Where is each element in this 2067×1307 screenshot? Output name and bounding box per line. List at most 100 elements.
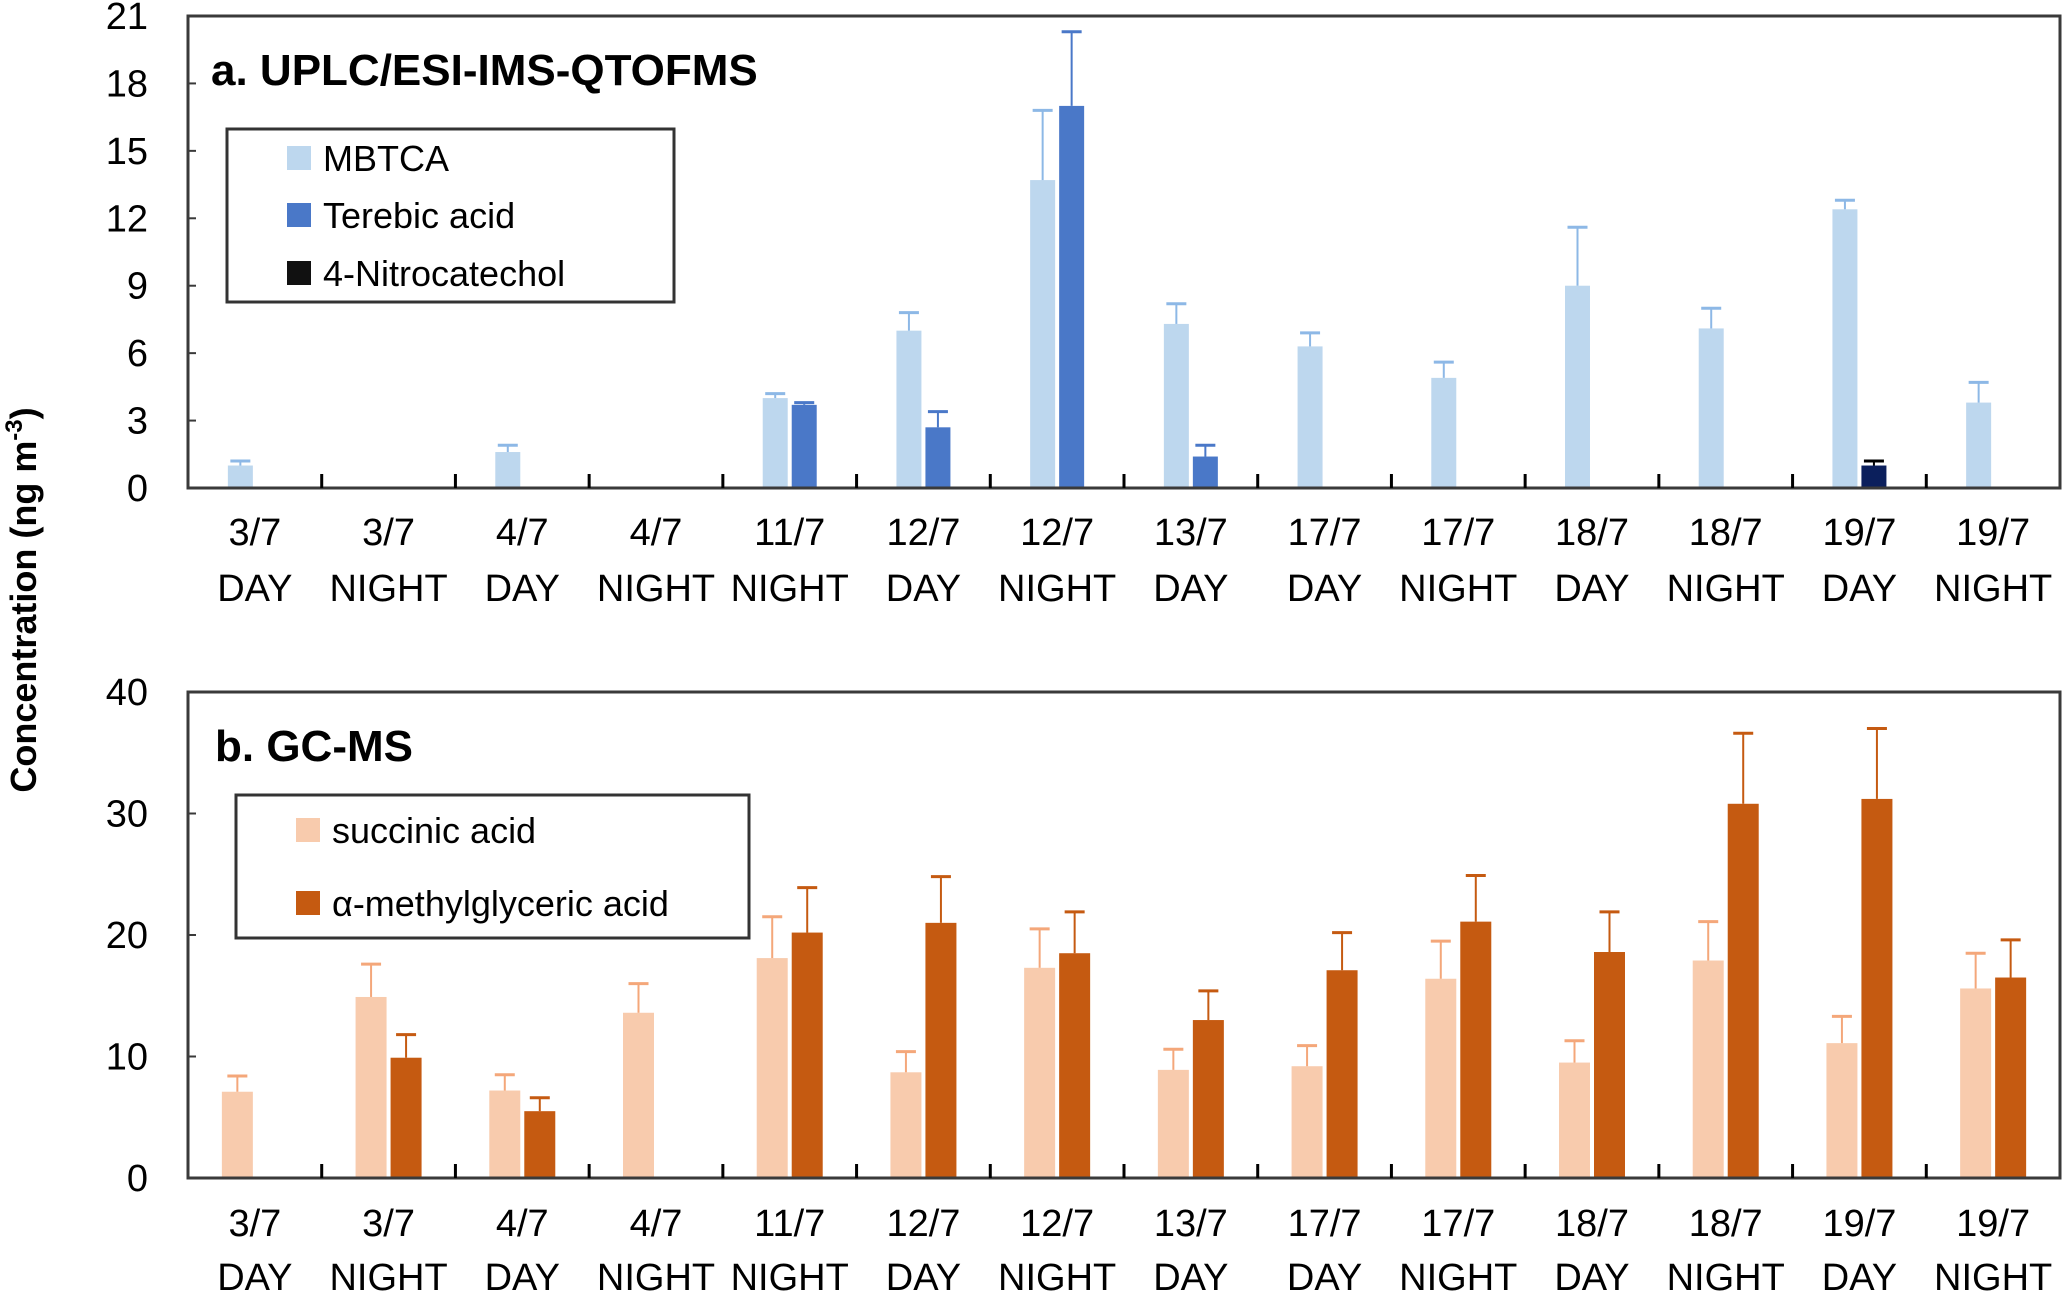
x-tick-label-period: DAY — [1153, 1257, 1228, 1299]
legend-label: Terebic acid — [323, 195, 515, 236]
x-tick-label-period: NIGHT — [998, 568, 1116, 610]
bar-mbtca — [495, 452, 521, 488]
x-tick-label-period: NIGHT — [329, 568, 447, 610]
x-tick-label-period: DAY — [217, 1257, 292, 1299]
chart-title: a. UPLC/ESI-IMS-QTOFMS — [211, 46, 758, 95]
x-tick-label-period: NIGHT — [329, 1257, 447, 1299]
x-tick-label-period: NIGHT — [731, 1257, 849, 1299]
y-tick-label: 15 — [106, 131, 148, 173]
x-tick-label-date: 19/7 — [1822, 512, 1896, 554]
bar-succinic-acid — [1425, 978, 1457, 1178]
panel-a: 0 3 6 9 12 15 18 21 3/7 DAY 3/7 NIGHT 4/7 DAY 4/7 NIGHT… — [106, 0, 2062, 610]
chart-title: b. GC-MS — [215, 722, 413, 771]
bar--methylglyceric-acid — [791, 932, 823, 1178]
x-tick-label-date: 12/7 — [1020, 1203, 1094, 1245]
legend-swatch — [287, 146, 311, 170]
bar-mbtca — [227, 465, 253, 488]
legend-box — [234, 793, 751, 940]
x-tick-label-date: 4/7 — [496, 1203, 549, 1245]
legend-label: 4-Nitrocatechol — [323, 253, 565, 294]
y-tick-label: 30 — [106, 794, 148, 836]
x-tick-label-date: 13/7 — [1154, 512, 1228, 554]
bar-terebic-acid — [791, 404, 817, 488]
bar-mbtca — [1297, 346, 1323, 488]
x-tick-label-period: NIGHT — [597, 1257, 715, 1299]
x-tick-label-date: 4/7 — [630, 1203, 683, 1245]
x-tick-label-period: DAY — [485, 1257, 560, 1299]
bar-mbtca — [896, 330, 922, 488]
panel-b: 0 10 20 30 40 3/7 DAY 3/7 NIGHT 4/7 DAY 4/7 NIGHT 11/… — [106, 672, 2062, 1299]
legend-swatch — [287, 261, 311, 285]
x-tick-label-date: 3/7 — [228, 1203, 281, 1245]
bar-succinic-acid — [1291, 1066, 1323, 1178]
y-tick-label: 12 — [106, 198, 148, 240]
x-tick-label-date: 17/7 — [1421, 512, 1495, 554]
x-tick-label-period: DAY — [1554, 568, 1629, 610]
x-tick-label-date: 11/7 — [754, 512, 825, 554]
bar--methylglyceric-acid — [524, 1111, 556, 1178]
bar-succinic-acid — [623, 1012, 654, 1178]
y-tick-label: 0 — [127, 1158, 148, 1200]
y-tick-label: 9 — [127, 266, 148, 308]
x-tick-label-date: 19/7 — [1956, 512, 2030, 554]
x-tick-label-period: DAY — [485, 568, 560, 610]
x-tick-label-period: NIGHT — [1399, 1257, 1517, 1299]
bar-terebic-acid — [925, 427, 951, 488]
legend-label: α-methylglyceric acid — [332, 883, 669, 924]
bar--methylglyceric-acid — [1594, 952, 1625, 1178]
x-tick-label-period: DAY — [1287, 1257, 1362, 1299]
x-tick-label-period: DAY — [1822, 568, 1897, 610]
x-tick-label-period: NIGHT — [1934, 1257, 2052, 1299]
x-tick-label-date: 4/7 — [496, 512, 549, 554]
bar-succinic-acid — [890, 1072, 922, 1178]
legend-swatch — [296, 891, 320, 915]
bar-succinic-acid — [355, 996, 387, 1178]
bar--methylglyceric-acid — [1326, 970, 1358, 1178]
bar-succinic-acid — [1157, 1069, 1189, 1178]
bar-succinic-acid — [1826, 1043, 1858, 1178]
x-tick-label-date: 18/7 — [1555, 1203, 1629, 1245]
x-tick-label-period: NIGHT — [1399, 568, 1517, 610]
x-tick-label-date: 3/7 — [362, 512, 415, 554]
bar--methylglyceric-acid — [1995, 977, 2027, 1178]
bar-mbtca — [1565, 285, 1590, 488]
bar-mbtca — [1832, 209, 1858, 489]
x-tick-label-period: DAY — [886, 568, 961, 610]
bar--methylglyceric-acid — [390, 1057, 422, 1178]
bar-succinic-acid — [756, 958, 788, 1178]
bar-terebic-acid — [1059, 105, 1085, 489]
x-tick-label-period: NIGHT — [1934, 568, 2052, 610]
y-tick-label: 6 — [127, 333, 148, 375]
bar-4-nitrocatechol — [1861, 465, 1887, 488]
x-tick-label-period: DAY — [1287, 568, 1362, 610]
bar--methylglyceric-acid — [1059, 953, 1091, 1178]
x-tick-label-date: 11/7 — [754, 1203, 825, 1245]
y-axis-label: Concentration (ng m-3) — [1, 407, 44, 792]
legend-label: succinic acid — [332, 810, 536, 851]
bar-succinic-acid — [1960, 988, 1992, 1178]
x-tick-label-date: 17/7 — [1288, 512, 1362, 554]
bar-succinic-acid — [489, 1090, 521, 1178]
y-tick-label: 20 — [106, 915, 148, 957]
y-tick-label: 40 — [106, 672, 148, 714]
x-tick-label-date: 19/7 — [1956, 1203, 2030, 1245]
x-tick-label-period: NIGHT — [597, 568, 715, 610]
legend-swatch — [287, 203, 311, 227]
x-tick-label-date: 17/7 — [1288, 1203, 1362, 1245]
x-tick-label-date: 18/7 — [1555, 512, 1629, 554]
bar-mbtca — [1431, 377, 1457, 488]
bar-mbtca — [1966, 402, 1992, 488]
x-tick-label-date: 12/7 — [886, 512, 960, 554]
y-tick-label: 0 — [127, 468, 148, 510]
x-tick-label-period: DAY — [1554, 1257, 1629, 1299]
y-tick-label: 3 — [127, 401, 148, 443]
x-tick-label-period: NIGHT — [1667, 568, 1785, 610]
x-tick-label-period: DAY — [217, 568, 292, 610]
x-tick-label-date: 12/7 — [886, 1203, 960, 1245]
legend-label: MBTCA — [323, 138, 449, 179]
y-tick-label: 21 — [106, 0, 148, 38]
bar-terebic-acid — [1192, 456, 1218, 488]
x-tick-label-period: DAY — [1153, 568, 1228, 610]
bar--methylglyceric-acid — [1192, 1020, 1224, 1178]
